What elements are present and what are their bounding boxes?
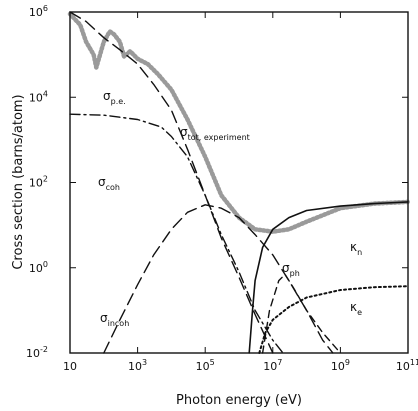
series-line-4 bbox=[248, 201, 409, 354]
x-axis-title: Photon energy (eV) bbox=[176, 393, 302, 408]
x-tick-label-5: 1011 bbox=[396, 358, 418, 373]
plot-frame bbox=[69, 11, 409, 354]
series-label-0: σtot, experiment bbox=[180, 125, 250, 142]
x-tick-label-3: 107 bbox=[263, 358, 282, 373]
y-tick-label-3: 104 bbox=[29, 89, 48, 104]
labels-layer: σtot, experiment σcoh σp.e. σincoh κn κe σph bbox=[98, 89, 362, 328]
y-tick-label-0: 10-2 bbox=[26, 345, 48, 360]
series-label-3: σincoh bbox=[100, 311, 129, 328]
y-tick-label-1: 100 bbox=[29, 260, 48, 275]
ticks-layer: 10 103 105 107 109 1011 10-2 100 102 104 106 bbox=[26, 4, 418, 373]
series-line-0 bbox=[67, 11, 411, 234]
y-tick-label-4: 106 bbox=[29, 4, 48, 19]
series-label-4: κn bbox=[350, 240, 362, 257]
series-label-5: κe bbox=[350, 300, 362, 317]
x-tick-label-1: 103 bbox=[128, 358, 147, 373]
series-label-6: σph bbox=[282, 261, 300, 278]
series-line-5 bbox=[258, 285, 409, 354]
x-tick-label-0: 10 bbox=[63, 360, 77, 373]
series-line-1 bbox=[69, 113, 284, 354]
series-label-2: σp.e. bbox=[103, 89, 126, 106]
series-line-2 bbox=[69, 11, 274, 354]
x-tick-label-4: 109 bbox=[331, 358, 350, 373]
x-tick-label-2: 105 bbox=[196, 358, 215, 373]
y-axis-title: Cross section (barns/atom) bbox=[11, 94, 26, 269]
y-tick-label-2: 102 bbox=[29, 175, 48, 190]
series-label-1: σcoh bbox=[98, 175, 120, 192]
series-layer bbox=[67, 11, 411, 354]
series-line-6 bbox=[261, 273, 342, 354]
